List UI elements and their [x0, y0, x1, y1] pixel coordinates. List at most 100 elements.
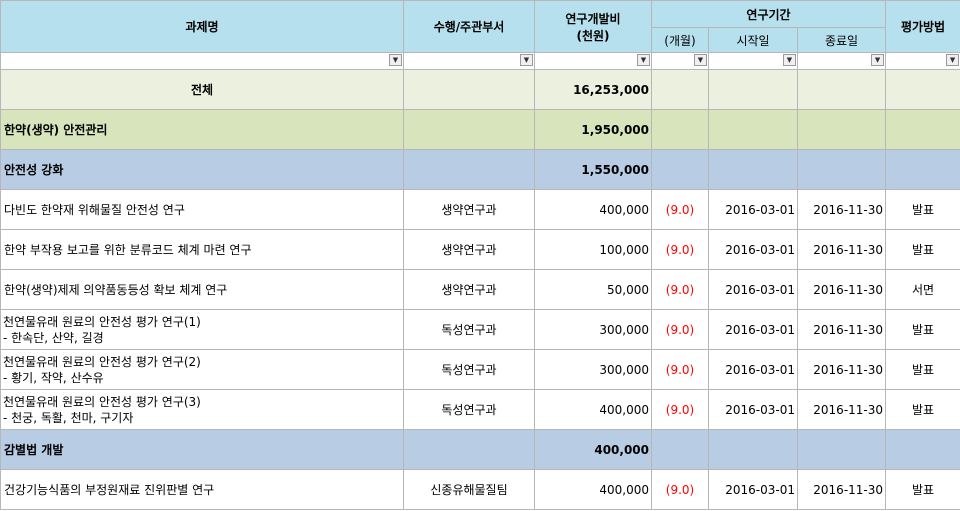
filter-cell-budget: ▼	[534, 52, 652, 70]
dropdown-arrow-icon[interactable]: ▼	[637, 54, 650, 66]
filter-cell-months: ▼	[651, 52, 709, 70]
header-months: (개월)	[651, 27, 709, 53]
row-end: 2016-11-30	[796, 189, 887, 230]
total-row[interactable]: 전체 16,253,000	[0, 69, 960, 110]
subcategory-row[interactable]: 안전성 강화 1,550,000	[0, 149, 960, 190]
table-row[interactable]: 건강기능식품의 부정원재료 진위판별 연구 신종유해물질팀 400,000 (9…	[0, 469, 960, 510]
header-dept: 수행/주관부서	[403, 0, 535, 53]
dropdown-arrow-icon[interactable]: ▼	[694, 54, 707, 66]
header-period: 연구기간	[650, 0, 887, 28]
row-start: 2016-03-01	[708, 469, 798, 510]
row-dept: 생약연구과	[403, 189, 535, 230]
row-dept: 신종유해물질팀	[403, 469, 535, 510]
row-name-line2: - 한속단, 산약, 길경	[3, 330, 104, 345]
row-budget: 400,000	[534, 189, 652, 230]
row-start: 2016-03-01	[708, 189, 798, 230]
row-dept: 생약연구과	[403, 229, 535, 270]
filter-row: ▼ ▼ ▼ ▼ ▼ ▼ ▼	[0, 52, 960, 70]
header-name: 과제명	[0, 0, 404, 53]
row-end: 2016-11-30	[796, 389, 887, 430]
row-budget: 300,000	[534, 349, 652, 390]
row-name-line1: 천연물유래 원료의 안전성 평가 연구(3)	[3, 394, 201, 409]
row-start: 2016-03-01	[708, 349, 798, 390]
row-budget: 100,000	[534, 229, 652, 270]
dropdown-arrow-icon[interactable]: ▼	[946, 54, 960, 66]
row-end: 2016-11-30	[796, 309, 887, 350]
filter-cell-start: ▼	[708, 52, 798, 70]
row-end: 2016-11-30	[796, 229, 887, 270]
header-eval: 평가방법	[885, 0, 960, 53]
table-row[interactable]: 천연물유래 원료의 안전성 평가 연구(2) - 황기, 작약, 산수유 독성연…	[0, 349, 960, 390]
row-budget: 400,000	[534, 469, 652, 510]
row-start: 2016-03-01	[708, 309, 798, 350]
table-row[interactable]: 한약 부작용 보고를 위한 분류코드 체계 마련 연구 생약연구과 100,00…	[0, 229, 960, 270]
row-eval: 발표	[885, 189, 960, 230]
row-start: 2016-03-01	[708, 269, 798, 310]
table-row[interactable]: 한약(생약)제제 의약품동등성 확보 체계 연구 생약연구과 50,000 (9…	[0, 269, 960, 310]
subcategory-budget: 1,550,000	[534, 149, 652, 190]
row-budget: 400,000	[534, 389, 652, 430]
row-months: (9.0)	[651, 229, 709, 270]
table-row[interactable]: 다빈도 한약재 위해물질 안전성 연구 생약연구과 400,000 (9.0) …	[0, 189, 960, 230]
row-name: 다빈도 한약재 위해물질 안전성 연구	[0, 189, 404, 230]
row-name: 천연물유래 원료의 안전성 평가 연구(1) - 한속단, 산약, 길경	[0, 309, 404, 350]
filter-cell-eval: ▼	[885, 52, 960, 70]
row-months: (9.0)	[651, 269, 709, 310]
category-row[interactable]: 한약(생약) 안전관리 1,950,000	[0, 109, 960, 150]
row-name-line1: 천연물유래 원료의 안전성 평가 연구(1)	[3, 314, 201, 329]
row-months: (9.0)	[651, 389, 709, 430]
table-row[interactable]: 천연물유래 원료의 안전성 평가 연구(1) - 한속단, 산약, 길경 독성연…	[0, 309, 960, 350]
subcategory-label: 안전성 강화	[0, 149, 404, 190]
table-row[interactable]: 천연물유래 원료의 안전성 평가 연구(3) - 천궁, 독활, 천마, 구기자…	[0, 389, 960, 430]
header-budget-line1: 연구개발비	[565, 11, 621, 26]
row-budget: 50,000	[534, 269, 652, 310]
subcategory-budget: 400,000	[534, 429, 652, 470]
row-months: (9.0)	[651, 309, 709, 350]
dropdown-arrow-icon[interactable]: ▼	[783, 54, 796, 66]
total-label: 전체	[0, 69, 404, 110]
dropdown-arrow-icon[interactable]: ▼	[389, 54, 402, 66]
row-months: (9.0)	[651, 349, 709, 390]
row-name-line1: 천연물유래 원료의 안전성 평가 연구(2)	[3, 354, 201, 369]
row-name: 한약(생약)제제 의약품동등성 확보 체계 연구	[0, 269, 404, 310]
filter-cell-dept: ▼	[403, 52, 535, 70]
row-eval: 서면	[885, 269, 960, 310]
row-dept: 생약연구과	[403, 269, 535, 310]
row-eval: 발표	[885, 229, 960, 270]
row-end: 2016-11-30	[796, 469, 887, 510]
subcategory-label: 감별법 개발	[0, 429, 404, 470]
row-name: 천연물유래 원료의 안전성 평가 연구(3) - 천궁, 독활, 천마, 구기자	[0, 389, 404, 430]
category-budget: 1,950,000	[534, 109, 652, 150]
row-months: (9.0)	[651, 189, 709, 230]
row-start: 2016-03-01	[708, 229, 798, 270]
row-end: 2016-11-30	[796, 269, 887, 310]
header-start: 시작일	[708, 27, 798, 53]
row-start: 2016-03-01	[708, 389, 798, 430]
row-name: 천연물유래 원료의 안전성 평가 연구(2) - 황기, 작약, 산수유	[0, 349, 404, 390]
subcategory-row[interactable]: 감별법 개발 400,000	[0, 429, 960, 470]
header-budget-line2: (천원)	[576, 28, 610, 43]
dropdown-arrow-icon[interactable]: ▼	[871, 54, 885, 66]
row-eval: 발표	[885, 349, 960, 390]
filter-cell-name: ▼	[0, 52, 404, 70]
row-name-line2: - 천궁, 독활, 천마, 구기자	[3, 410, 134, 425]
row-name: 한약 부작용 보고를 위한 분류코드 체계 마련 연구	[0, 229, 404, 270]
row-end: 2016-11-30	[796, 349, 887, 390]
row-months: (9.0)	[651, 469, 709, 510]
row-dept: 독성연구과	[403, 389, 535, 430]
row-eval: 발표	[885, 389, 960, 430]
row-dept: 독성연구과	[403, 309, 535, 350]
row-budget: 300,000	[534, 309, 652, 350]
category-label: 한약(생약) 안전관리	[0, 109, 404, 150]
header-end: 종료일	[796, 27, 887, 53]
header-budget: 연구개발비 (천원)	[534, 0, 652, 53]
row-dept: 독성연구과	[403, 349, 535, 390]
dropdown-arrow-icon[interactable]: ▼	[520, 54, 533, 66]
total-budget: 16,253,000	[534, 69, 652, 110]
filter-cell-end: ▼	[796, 52, 887, 70]
row-eval: 발표	[885, 309, 960, 350]
row-eval: 발표	[885, 469, 960, 510]
row-name: 건강기능식품의 부정원재료 진위판별 연구	[0, 469, 404, 510]
row-name-line2: - 황기, 작약, 산수유	[3, 370, 104, 385]
